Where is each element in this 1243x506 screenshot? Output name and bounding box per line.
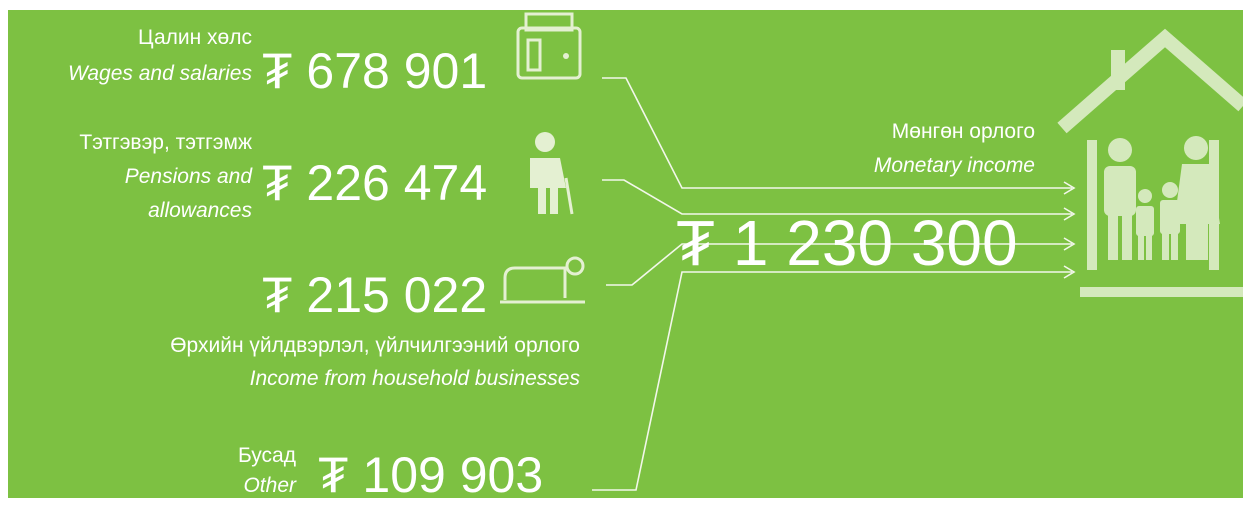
label-mn: Тэтгэвэр, тэтгэмж xyxy=(79,131,252,154)
label-en: Income from household businesses xyxy=(250,367,581,390)
label-mn: Цалин хөлс xyxy=(138,26,252,49)
amount: ₮ 215 022 xyxy=(262,267,487,323)
amount: ₮ 678 901 xyxy=(262,43,487,99)
label-en: allowances xyxy=(148,199,252,222)
infographic: Цалин хөлс Wages and salaries ₮ 678 901 … xyxy=(0,0,1243,506)
label-mn: Бусад xyxy=(238,444,296,467)
amount: ₮ 109 903 xyxy=(318,447,543,503)
amount: ₮ 226 474 xyxy=(262,155,487,211)
label-mn: Өрхийн үйлдвэрлэл, үйлчилгээний орлого xyxy=(170,334,580,357)
total-label-en: Monetary income xyxy=(874,154,1035,177)
label-en: Pensions and xyxy=(125,165,254,188)
label-en: Wages and salaries xyxy=(68,62,253,85)
total-amount: ₮ 1 230 300 xyxy=(676,207,1018,279)
total-label-mn: Мөнгөн орлого xyxy=(892,120,1035,143)
label-en: Other xyxy=(243,474,297,497)
